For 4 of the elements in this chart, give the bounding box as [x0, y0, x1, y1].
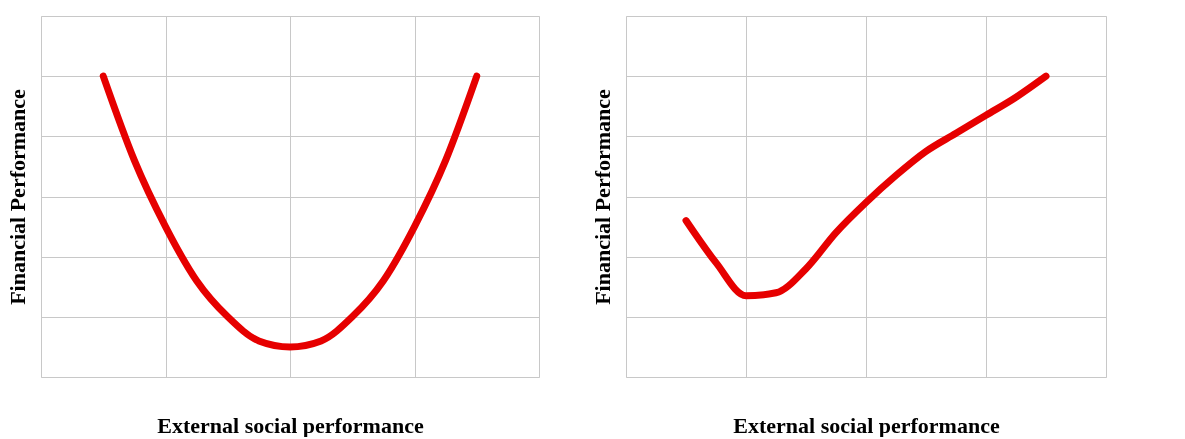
y-axis-title: Financial Performance — [4, 88, 30, 305]
x-axis-title: External social performance — [157, 412, 424, 438]
y-axis-title: Financial Performance — [589, 88, 615, 305]
x-axis-title: External social performance — [733, 412, 1000, 438]
